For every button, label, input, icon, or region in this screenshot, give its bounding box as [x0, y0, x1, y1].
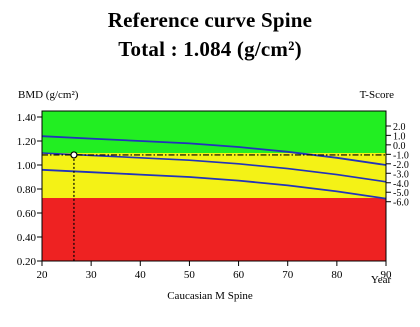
t-score-tick-label: -2.0: [393, 160, 409, 171]
t-score-tick-label: -3.0: [393, 169, 409, 180]
y2-axis-label: T-Score: [360, 89, 395, 101]
y-tick-label: 0.40: [17, 232, 37, 244]
y-tick-label: 1.40: [17, 112, 37, 124]
y-tick-label: 1.00: [17, 160, 37, 172]
chart-footer: Caucasian M Spine: [167, 290, 253, 302]
t-score-tick-label: -6.0: [393, 198, 409, 209]
x-tick-label: 20: [37, 269, 49, 281]
y-axis-label: BMD (g/cm²): [18, 89, 79, 101]
patient-layer: [42, 151, 386, 261]
reference-curve-upper: [41, 135, 387, 166]
zone-normal: [42, 111, 386, 153]
x-tick-label: 90: [381, 269, 393, 281]
x-tick-label: 60: [233, 269, 245, 281]
x-tick-label: 40: [135, 269, 147, 281]
chart-title: Reference curve Spine: [107, 8, 313, 32]
plot-frame: [41, 110, 387, 262]
x-axis-label: Year: [371, 274, 392, 286]
x-tick-label: 30: [86, 269, 98, 281]
chart-subtitle: Total : 1.084 (g/cm²): [118, 37, 302, 61]
axes-layer: 0.20 0.40 0.60 0.80 1.00 1.20 1.40 20 30 40 50 60 70…: [17, 110, 409, 281]
t-score-tick-label: -4.0: [393, 179, 409, 190]
t-score-tick-label: -1.0: [393, 150, 409, 161]
curves-layer: [41, 135, 387, 200]
t-score-tick-label: -5.0: [393, 188, 409, 199]
x-tick-label: 80: [331, 269, 343, 281]
y-tick-label: 0.20: [17, 256, 37, 268]
patient-marker: [70, 151, 78, 159]
t-score-tick-label: 2.0: [393, 122, 406, 133]
t-score-tick-label: 0.0: [393, 141, 406, 152]
reference-curve-mean: [41, 152, 387, 183]
y-tick-label: 1.20: [17, 136, 37, 148]
x-tick-label: 70: [282, 269, 294, 281]
x-tick-label: 50: [184, 269, 196, 281]
y-tick-label: 0.60: [17, 208, 37, 220]
zone-osteoporosis: [42, 198, 386, 261]
zones-layer: [42, 111, 386, 261]
t-score-tick-label: 1.0: [393, 131, 406, 142]
y-tick-label: 0.80: [17, 184, 37, 196]
reference-curve-lower: [41, 168, 387, 200]
